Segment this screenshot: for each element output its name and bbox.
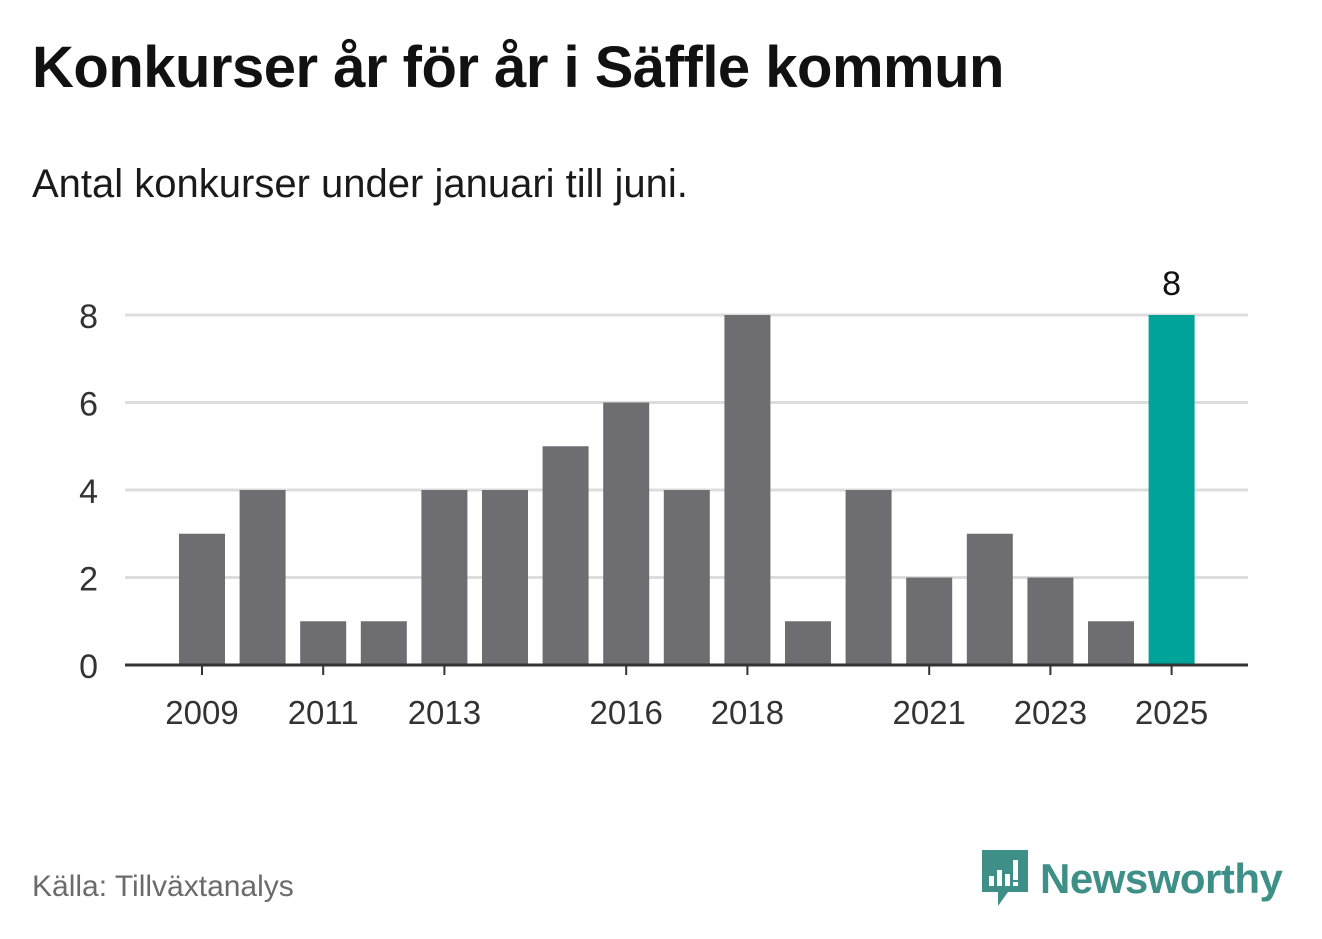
bar	[1027, 577, 1074, 665]
bar	[663, 490, 710, 665]
bar	[906, 577, 953, 665]
y-tick-label: 4	[79, 473, 98, 511]
bar	[542, 446, 589, 665]
bar	[179, 533, 225, 665]
bar	[239, 490, 286, 665]
bar	[1148, 315, 1195, 665]
bar	[785, 621, 831, 665]
bar	[724, 315, 771, 665]
x-tick-label: 2025	[1135, 694, 1208, 731]
x-tick-label: 2011	[288, 694, 359, 731]
x-tick-label: 2009	[165, 694, 238, 731]
x-tick-label: 2013	[408, 694, 481, 731]
y-tick-label: 0	[79, 648, 98, 686]
newsworthy-logo-icon	[982, 850, 1028, 906]
bar	[966, 533, 1013, 665]
bar	[360, 621, 407, 665]
y-tick-label: 6	[79, 386, 98, 424]
bar	[300, 621, 347, 665]
bar	[845, 490, 892, 665]
x-tick-label: 2016	[589, 694, 662, 731]
bar	[603, 402, 650, 665]
bar	[421, 490, 468, 665]
source-note: Källa: Tillväxtanalys	[32, 870, 294, 903]
brand-name: Newsworthy	[1040, 855, 1283, 902]
brand-logo: Newsworthy	[980, 848, 1283, 910]
chart-title: Konkurser år för år i Säffle kommun	[32, 35, 1004, 100]
bar	[1088, 621, 1134, 665]
x-tick-label: 2021	[892, 694, 965, 731]
bar	[482, 490, 528, 665]
data-label: 8	[1162, 265, 1181, 303]
y-tick-label: 8	[79, 298, 98, 336]
y-tick-label: 2	[79, 561, 98, 599]
chart-subtitle: Antal konkurser under januari till juni.	[32, 162, 688, 206]
x-tick-label: 2023	[1014, 694, 1087, 731]
x-tick-label: 2018	[711, 694, 784, 731]
bar-chart: 0 2 4 6 8 2009 2011 2013 2016 2018 2021 2023 2025 8	[79, 265, 1248, 731]
